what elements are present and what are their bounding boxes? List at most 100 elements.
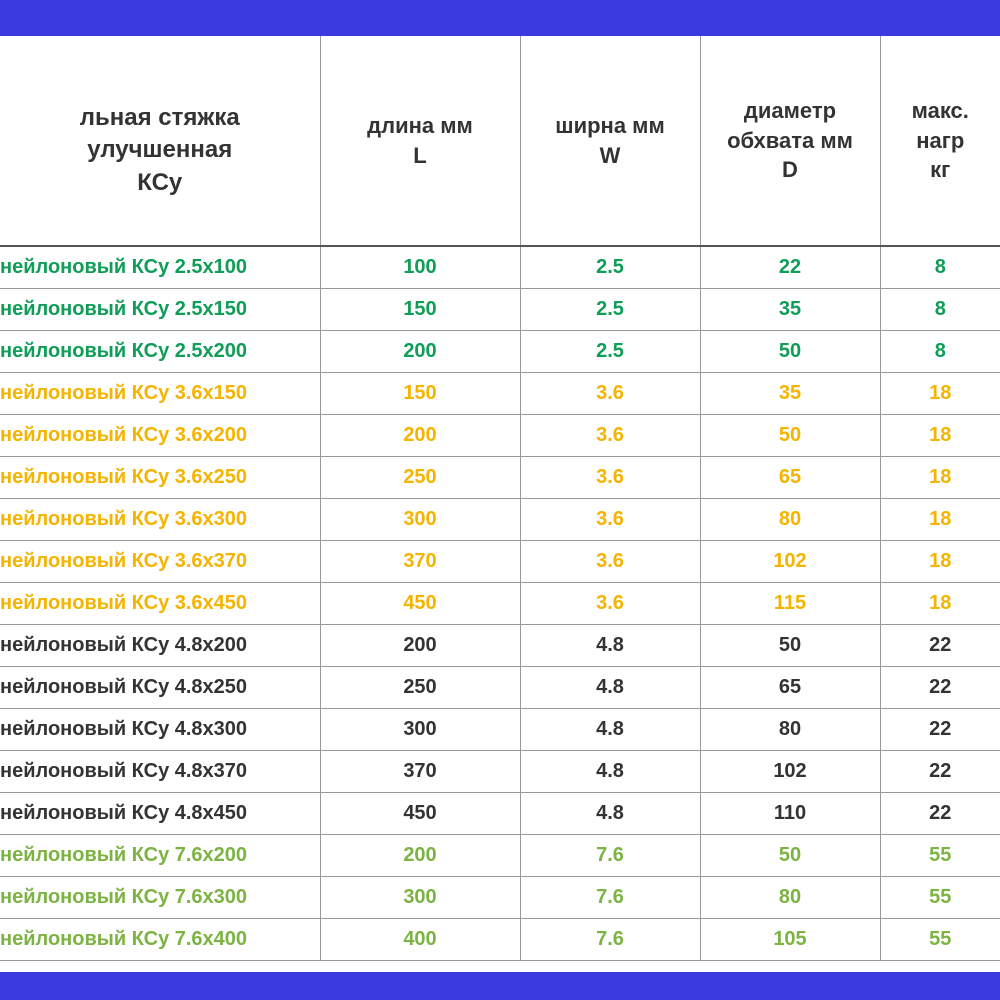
table-row: нейлоновый КСу 4.8x2502504.86522 <box>0 666 1000 708</box>
table-row: нейлоновый КСу 4.8x3703704.810222 <box>0 750 1000 792</box>
header-load: макс. нагркг <box>880 36 1000 246</box>
table-row: нейлоновый КСу 7.6x3003007.68055 <box>0 876 1000 918</box>
cell-name: нейлоновый КСу 2.5x100 <box>0 246 320 288</box>
cell-width: 2.5 <box>520 246 700 288</box>
cell-width: 4.8 <box>520 624 700 666</box>
cell-diameter: 102 <box>700 750 880 792</box>
cell-load: 18 <box>880 582 1000 624</box>
table-row: нейлоновый КСу 3.6x4504503.611518 <box>0 582 1000 624</box>
cell-load: 55 <box>880 834 1000 876</box>
top-blue-bar <box>0 0 1000 36</box>
cell-diameter: 50 <box>700 834 880 876</box>
table-row: нейлоновый КСу 2.5x2002002.5508 <box>0 330 1000 372</box>
table-row: нейлоновый КСу 3.6x3703703.610218 <box>0 540 1000 582</box>
header-diameter: диаметробхвата ммD <box>700 36 880 246</box>
table-body: нейлоновый КСу 2.5x1001002.5228нейлоновы… <box>0 246 1000 960</box>
table-row: нейлоновый КСу 3.6x2502503.66518 <box>0 456 1000 498</box>
cell-diameter: 50 <box>700 624 880 666</box>
table-header-row: льная стяжка улучшеннаяКСу длина ммL шир… <box>0 36 1000 246</box>
cell-load: 22 <box>880 708 1000 750</box>
cell-length: 300 <box>320 876 520 918</box>
cell-width: 7.6 <box>520 876 700 918</box>
cell-diameter: 65 <box>700 456 880 498</box>
cell-load: 8 <box>880 288 1000 330</box>
cell-width: 2.5 <box>520 330 700 372</box>
cell-width: 3.6 <box>520 372 700 414</box>
cell-load: 22 <box>880 792 1000 834</box>
cell-width: 3.6 <box>520 456 700 498</box>
cell-width: 4.8 <box>520 708 700 750</box>
cell-length: 200 <box>320 834 520 876</box>
cell-diameter: 50 <box>700 330 880 372</box>
cell-diameter: 22 <box>700 246 880 288</box>
table-row: нейлоновый КСу 7.6x2002007.65055 <box>0 834 1000 876</box>
cell-length: 450 <box>320 792 520 834</box>
cell-name: нейлоновый КСу 7.6x400 <box>0 918 320 960</box>
cell-width: 3.6 <box>520 582 700 624</box>
cell-length: 450 <box>320 582 520 624</box>
cell-load: 55 <box>880 876 1000 918</box>
cell-diameter: 110 <box>700 792 880 834</box>
table-row: нейлоновый КСу 3.6x2002003.65018 <box>0 414 1000 456</box>
cell-load: 18 <box>880 372 1000 414</box>
cell-load: 18 <box>880 498 1000 540</box>
cell-length: 300 <box>320 498 520 540</box>
cell-load: 8 <box>880 330 1000 372</box>
cell-diameter: 80 <box>700 876 880 918</box>
cell-length: 250 <box>320 666 520 708</box>
table-container: льная стяжка улучшеннаяКСу длина ммL шир… <box>0 36 1000 961</box>
cell-load: 22 <box>880 666 1000 708</box>
table-row: нейлоновый КСу 7.6x4004007.610555 <box>0 918 1000 960</box>
specs-table: льная стяжка улучшеннаяКСу длина ммL шир… <box>0 36 1000 961</box>
cell-name: нейлоновый КСу 4.8x300 <box>0 708 320 750</box>
cell-width: 3.6 <box>520 498 700 540</box>
cell-width: 3.6 <box>520 414 700 456</box>
cell-diameter: 102 <box>700 540 880 582</box>
cell-name: нейлоновый КСу 3.6x450 <box>0 582 320 624</box>
cell-name: нейлоновый КСу 7.6x200 <box>0 834 320 876</box>
cell-name: нейлоновый КСу 4.8x200 <box>0 624 320 666</box>
cell-width: 4.8 <box>520 792 700 834</box>
cell-width: 2.5 <box>520 288 700 330</box>
cell-width: 7.6 <box>520 918 700 960</box>
cell-length: 250 <box>320 456 520 498</box>
cell-name: нейлоновый КСу 3.6x300 <box>0 498 320 540</box>
cell-length: 200 <box>320 414 520 456</box>
cell-length: 150 <box>320 288 520 330</box>
cell-width: 4.8 <box>520 666 700 708</box>
cell-name: нейлоновый КСу 7.6x300 <box>0 876 320 918</box>
cell-width: 3.6 <box>520 540 700 582</box>
table-row: нейлоновый КСу 2.5x1501502.5358 <box>0 288 1000 330</box>
cell-length: 370 <box>320 540 520 582</box>
table-row: нейлоновый КСу 4.8x4504504.811022 <box>0 792 1000 834</box>
cell-width: 7.6 <box>520 834 700 876</box>
header-name: льная стяжка улучшеннаяКСу <box>0 36 320 246</box>
cell-load: 22 <box>880 750 1000 792</box>
cell-load: 18 <box>880 540 1000 582</box>
cell-length: 150 <box>320 372 520 414</box>
cell-diameter: 65 <box>700 666 880 708</box>
cell-load: 18 <box>880 414 1000 456</box>
cell-name: нейлоновый КСу 3.6x150 <box>0 372 320 414</box>
cell-length: 100 <box>320 246 520 288</box>
cell-name: нейлоновый КСу 3.6x250 <box>0 456 320 498</box>
cell-length: 300 <box>320 708 520 750</box>
cell-length: 200 <box>320 330 520 372</box>
cell-length: 200 <box>320 624 520 666</box>
bottom-blue-bar <box>0 972 1000 1000</box>
cell-name: нейлоновый КСу 2.5x200 <box>0 330 320 372</box>
cell-diameter: 35 <box>700 372 880 414</box>
cell-name: нейлоновый КСу 4.8x250 <box>0 666 320 708</box>
table-row: нейлоновый КСу 4.8x2002004.85022 <box>0 624 1000 666</box>
cell-name: нейлоновый КСу 4.8x370 <box>0 750 320 792</box>
cell-load: 22 <box>880 624 1000 666</box>
cell-diameter: 105 <box>700 918 880 960</box>
cell-load: 18 <box>880 456 1000 498</box>
cell-diameter: 50 <box>700 414 880 456</box>
cell-diameter: 80 <box>700 498 880 540</box>
cell-width: 4.8 <box>520 750 700 792</box>
cell-name: нейлоновый КСу 4.8x450 <box>0 792 320 834</box>
cell-name: нейлоновый КСу 3.6x200 <box>0 414 320 456</box>
cell-load: 55 <box>880 918 1000 960</box>
cell-load: 8 <box>880 246 1000 288</box>
